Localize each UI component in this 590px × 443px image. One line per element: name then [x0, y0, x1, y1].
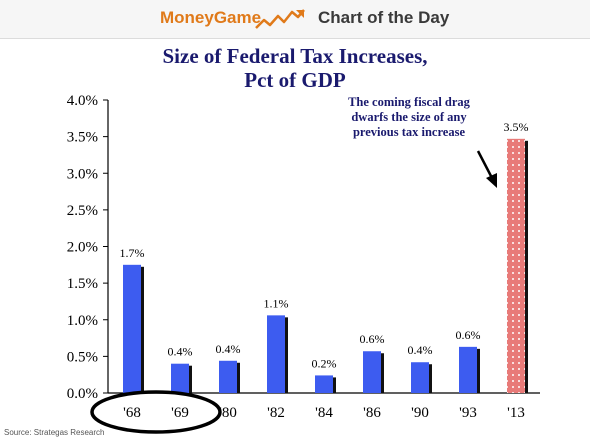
- y-tick-label: 3.5%: [67, 130, 98, 146]
- data-label: 0.4%: [408, 343, 433, 357]
- annotation-arrowhead: [486, 173, 497, 188]
- annotation-arrow: [476, 150, 494, 179]
- brand-moneygame: MoneyGame: [160, 8, 262, 27]
- data-label: 1.7%: [120, 246, 145, 260]
- data-label: 0.2%: [312, 356, 337, 370]
- y-tick-label: 1.0%: [67, 313, 98, 329]
- y-tick-label: 0.0%: [67, 386, 98, 402]
- category-label: '90: [411, 405, 429, 421]
- category-label: '86: [363, 405, 381, 421]
- bar: [411, 362, 429, 393]
- category-label: '69: [171, 405, 189, 421]
- annotation-text: dwarfs the size of any: [351, 110, 467, 124]
- y-tick-label: 2.5%: [67, 203, 98, 219]
- data-label: 0.6%: [360, 332, 385, 346]
- y-tick-label: 0.5%: [67, 349, 98, 365]
- y-tick-label: 4.0%: [67, 93, 98, 109]
- bar: [459, 346, 477, 393]
- y-tick-label: 1.5%: [67, 276, 98, 292]
- annotation-text: previous tax increase: [353, 125, 465, 139]
- data-label: 0.4%: [216, 342, 241, 356]
- data-label: 0.4%: [168, 345, 193, 359]
- bar: [123, 264, 141, 393]
- category-label: '68: [123, 405, 141, 421]
- category-label: '84: [315, 405, 333, 421]
- bar: [363, 351, 381, 393]
- data-label: 3.5%: [504, 120, 529, 134]
- category-label: '80: [219, 405, 237, 421]
- bar-highlight: [507, 138, 525, 393]
- bar: [219, 360, 237, 393]
- circle-highlight: [90, 390, 222, 434]
- bar: [315, 375, 333, 393]
- source-note: Source: Strategas Research: [4, 428, 105, 437]
- header-banner: MoneyGame Chart of the Day: [0, 0, 590, 39]
- category-label: '82: [267, 405, 285, 421]
- bar: [267, 315, 285, 393]
- category-label: '13: [507, 405, 525, 421]
- y-tick-label: 2.0%: [67, 240, 98, 256]
- annotation-text: The coming fiscal drag: [348, 95, 471, 109]
- chart-bars: [123, 138, 528, 393]
- brand-chart-of-the-day: Chart of the Day: [318, 8, 450, 27]
- chart-labels: 1.7% '68 0.4% '69 0.4% '80 1.1% '82 0.2% '84 0.6% '…: [120, 120, 529, 421]
- data-label: 1.1%: [264, 296, 289, 310]
- trend-chart-icon: [255, 9, 305, 29]
- data-label: 0.6%: [456, 328, 481, 342]
- chart-subtitle: Pct of GDP: [244, 68, 346, 92]
- category-label: '93: [459, 405, 477, 421]
- bar: [171, 363, 189, 393]
- y-tick-label: 3.0%: [67, 166, 98, 182]
- chart-title: Size of Federal Tax Increases,: [162, 44, 428, 68]
